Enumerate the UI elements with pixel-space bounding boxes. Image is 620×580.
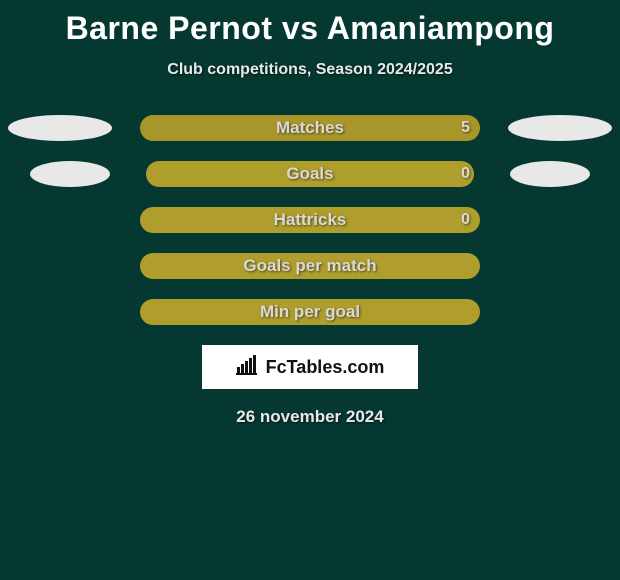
pill-left	[8, 115, 112, 141]
pill-right	[508, 115, 612, 141]
stat-row: Goals0	[0, 161, 620, 187]
stat-bar	[140, 253, 480, 279]
date-text: 26 november 2024	[0, 407, 620, 427]
vs-separator: vs	[282, 10, 319, 46]
stat-row: Min per goal	[0, 299, 620, 325]
pill-left	[30, 161, 110, 187]
brand-text: FcTables.com	[266, 357, 385, 378]
pill-right	[510, 161, 590, 187]
page-title: Barne Pernot vs Amaniampong	[0, 0, 620, 47]
comparison-card: Barne Pernot vs Amaniampong Club competi…	[0, 0, 620, 580]
stat-row: Hattricks0	[0, 207, 620, 233]
stat-row: Goals per match	[0, 253, 620, 279]
stat-bar	[146, 161, 474, 187]
subtitle: Club competitions, Season 2024/2025	[0, 61, 620, 79]
stat-row: Matches5	[0, 115, 620, 141]
stat-bar	[140, 299, 480, 325]
stats-list: Matches5 Goals0 Hattricks0 Goals per match M…	[0, 115, 620, 325]
stat-bar	[140, 207, 480, 233]
stat-bar	[140, 115, 480, 141]
player2-name: Amaniampong	[327, 10, 555, 46]
chart-icon	[236, 355, 260, 380]
player1-name: Barne Pernot	[66, 10, 273, 46]
brand-box[interactable]: FcTables.com	[202, 345, 418, 389]
